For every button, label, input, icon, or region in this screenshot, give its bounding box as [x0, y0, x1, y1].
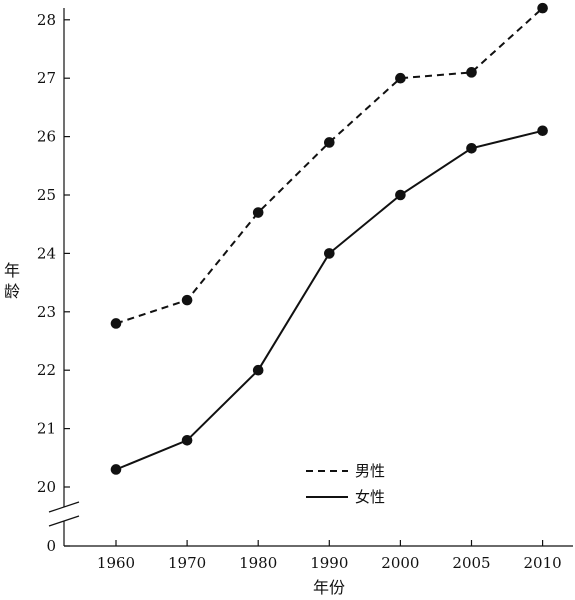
- series-line: [115, 7, 544, 325]
- data-point: [110, 464, 122, 475]
- data-point: [466, 67, 477, 78]
- y-tick-label: 23: [37, 303, 56, 321]
- x-ticks: 1960 1970 1980 1990 2000 2005 2010: [97, 540, 562, 572]
- data-point: [181, 434, 193, 446]
- y-tick-label: 26: [37, 128, 56, 146]
- x-tick-label: 2005: [452, 554, 490, 572]
- x-tick-label: 1980: [239, 554, 277, 572]
- legend-label: 男性: [355, 462, 385, 480]
- y-tick-label: 21: [37, 420, 56, 438]
- data-point: [252, 364, 264, 376]
- series-1: [110, 2, 548, 329]
- y-tick-label: 25: [37, 186, 56, 204]
- data-point: [181, 294, 193, 306]
- series-group: [110, 2, 548, 475]
- x-tick-label: 1960: [97, 554, 135, 572]
- x-axis-label: 年份: [313, 578, 345, 597]
- axis-break-mark-upper: [48, 501, 80, 513]
- x-tick-label: 2010: [524, 554, 562, 572]
- y-tick-label: 20: [37, 478, 56, 496]
- data-point: [395, 189, 406, 201]
- data-point: [252, 207, 264, 218]
- data-point: [110, 318, 122, 329]
- data-point: [537, 125, 548, 137]
- y-tick-label: 27: [37, 69, 56, 87]
- x-tick-label: 1990: [310, 554, 348, 572]
- y-ticks: 28 27 26 25 24 23 22 21 20: [37, 11, 70, 496]
- axes: [48, 8, 573, 547]
- axis-break-mark-lower: [48, 515, 80, 527]
- legend-label: 女性: [355, 488, 385, 506]
- data-point: [324, 137, 335, 148]
- data-point: [537, 2, 548, 14]
- y-tick-label: 28: [37, 11, 56, 29]
- x-tick-label: 2000: [381, 554, 419, 572]
- series-line: [115, 129, 543, 471]
- series-2: [110, 125, 548, 475]
- y-tick-label-zero: 0: [46, 537, 56, 555]
- y-tick-label: 24: [37, 244, 56, 262]
- y-axis-label: 年龄: [4, 261, 20, 301]
- x-tick-label: 1970: [168, 554, 206, 572]
- data-point: [395, 72, 406, 84]
- data-point: [466, 142, 477, 154]
- y-tick-label: 22: [37, 361, 56, 379]
- data-point: [324, 248, 335, 259]
